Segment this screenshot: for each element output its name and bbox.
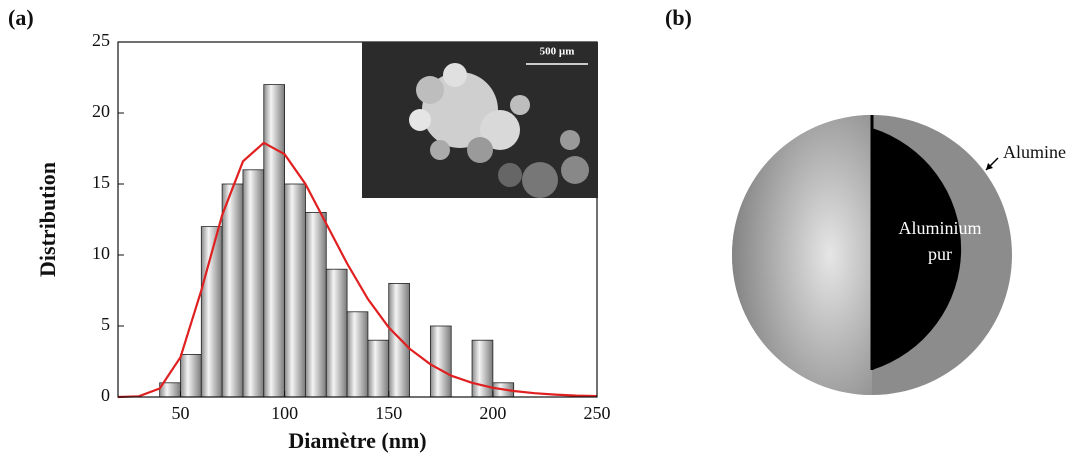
bar — [346, 311, 369, 398]
arrow-head — [986, 163, 993, 170]
bar — [429, 325, 452, 398]
core — [872, 128, 962, 370]
y-tick-label: 5 — [101, 314, 110, 334]
x-tick-label: 100 — [271, 403, 298, 423]
x-tick-label: 200 — [479, 403, 506, 423]
bar — [263, 84, 286, 398]
sem-inset: 500 µm — [362, 42, 598, 198]
bar — [367, 339, 390, 398]
sphere-half — [732, 115, 872, 395]
x-axis-title: Diamètre (nm) — [288, 428, 426, 453]
x-tick-label: 50 — [171, 403, 189, 423]
particle-diagram: Alumine Aluminium pur — [732, 115, 1066, 395]
y-tick-label: 0 — [101, 385, 110, 405]
x-tick-label: 150 — [375, 403, 402, 423]
shell-label: Alumine — [1003, 142, 1066, 162]
bar — [180, 353, 202, 398]
x-tick-label: 250 — [584, 403, 611, 423]
bar — [221, 183, 244, 398]
bar — [305, 211, 327, 398]
y-tick-label: 25 — [92, 30, 110, 50]
bar — [471, 339, 494, 398]
core-label: pur — [928, 244, 952, 264]
fit-curve — [117, 141, 598, 399]
panel-label: (a) — [8, 5, 34, 30]
bar — [284, 183, 306, 398]
panel-label: (b) — [665, 5, 692, 30]
y-tick-label: 20 — [92, 101, 110, 121]
bar — [388, 282, 410, 398]
histogram-plot: 0 5 10 15 20 25 50 100 150 200 250 Diamètre (nm) Dis… — [35, 30, 610, 453]
y-tick-label: 15 — [92, 172, 110, 192]
y-tick-label: 10 — [92, 243, 110, 263]
bar — [242, 169, 265, 398]
scale-label: 500 µm — [540, 46, 575, 58]
bar — [325, 268, 348, 398]
plot-frame — [117, 41, 598, 398]
y-axis-title: Distribution — [35, 162, 60, 277]
core-label: Aluminium — [898, 218, 981, 238]
particles — [409, 63, 589, 198]
